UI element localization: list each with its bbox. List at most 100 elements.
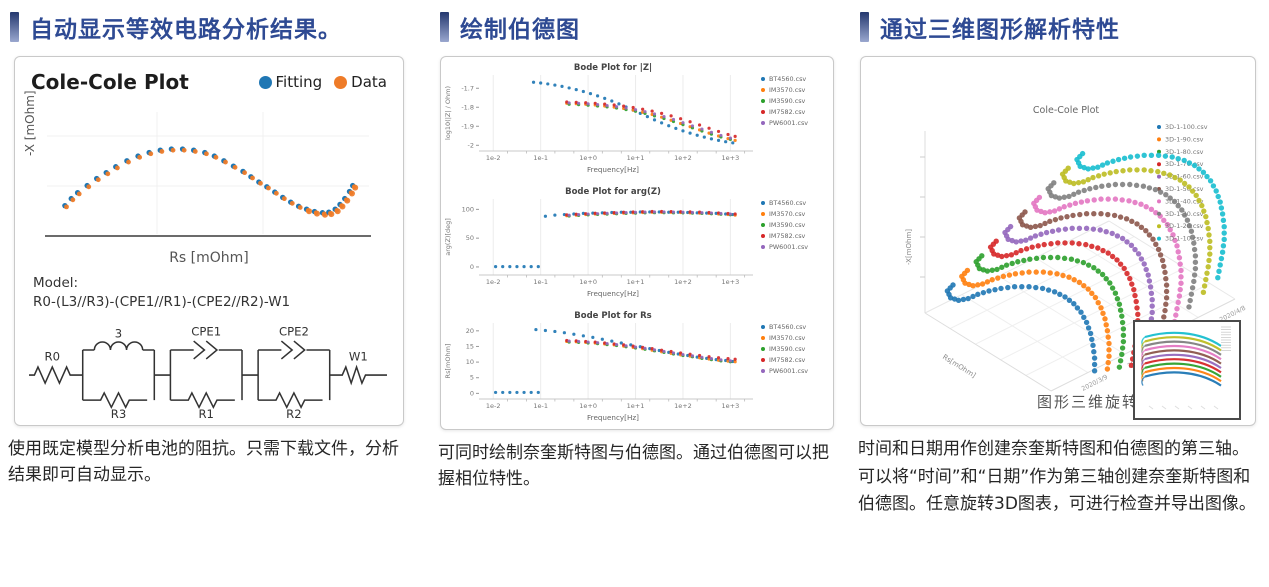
svg-text:15: 15 xyxy=(466,342,474,350)
svg-text:-1.7: -1.7 xyxy=(461,84,474,92)
svg-text:Bode Plot for Rs: Bode Plot for Rs xyxy=(574,311,651,321)
cole-cole-ylabel: -X [mOhm] xyxy=(23,90,37,156)
svg-text:Frequency[Hz]: Frequency[Hz] xyxy=(587,165,639,174)
svg-text:1e+2: 1e+2 xyxy=(674,154,692,162)
model-block: Model: R0-(L3//R3)-(CPE1//R1)-(CPE2//R2)… xyxy=(15,266,403,312)
section-heading-row: 绘制伯德图 xyxy=(440,10,840,44)
inductor-l3 xyxy=(93,341,144,350)
parallel-block-1 xyxy=(81,349,156,409)
svg-text:3D-1-70.csv: 3D-1-70.csv xyxy=(1165,160,1204,168)
label-r0: R0 xyxy=(45,350,60,364)
svg-text:Frequency[Hz]: Frequency[Hz] xyxy=(587,413,639,422)
svg-text:log10(|Z| / Ohm): log10(|Z| / Ohm) xyxy=(444,86,452,140)
svg-text:1e+1: 1e+1 xyxy=(627,402,645,410)
svg-text:1e+1: 1e+1 xyxy=(627,154,645,162)
svg-text:IM7582.csv: IM7582.csv xyxy=(769,232,806,240)
section-caption: 使用既定模型分析电池的阻抗。只需下载文件，分析结果即可自动显示。 xyxy=(6,436,410,489)
svg-text:10: 10 xyxy=(466,358,474,366)
label-r3: R3 xyxy=(111,407,126,421)
svg-text:IM3590.csv: IM3590.csv xyxy=(769,97,806,105)
svg-text:Frequency[Hz]: Frequency[Hz] xyxy=(587,289,639,298)
resistor-r0 xyxy=(29,364,83,385)
heading-accent-bar xyxy=(10,12,19,42)
svg-text:1e+2: 1e+2 xyxy=(674,278,692,286)
svg-text:BT4560.csv: BT4560.csv xyxy=(769,75,806,83)
svg-text:1e+3: 1e+3 xyxy=(722,402,740,410)
svg-text:1e+3: 1e+3 xyxy=(722,154,740,162)
label-r1: R1 xyxy=(198,407,213,421)
rotated-view-inset[interactable] xyxy=(1133,320,1241,420)
svg-text:Rs[mOhm]: Rs[mOhm] xyxy=(941,353,977,380)
svg-text:1e-2: 1e-2 xyxy=(486,154,501,162)
svg-text:0: 0 xyxy=(470,263,474,271)
section-equivalent-circuit: 自动显示等效电路分析结果。 Cole-Cole Plot Fitting Dat… xyxy=(6,0,410,491)
svg-text:-X[mOhm]: -X[mOhm] xyxy=(905,229,913,265)
svg-text:3D-1-20.csv: 3D-1-20.csv xyxy=(1165,222,1204,230)
label-cpe1: CPE1 xyxy=(191,324,221,338)
svg-text:1e-1: 1e-1 xyxy=(533,402,548,410)
svg-text:Rs[mOhm]: Rs[mOhm] xyxy=(444,344,452,379)
svg-text:IM3590.csv: IM3590.csv xyxy=(769,345,806,353)
caption-paragraph: 可以将“时间”和“日期”作为第三轴创建奈奎斯特图和伯德图。任意旋转3D图表，可进… xyxy=(858,467,1256,514)
cole-cole-plot xyxy=(45,112,371,237)
section-heading: 绘制伯德图 xyxy=(460,17,580,43)
svg-text:-1.9: -1.9 xyxy=(461,122,474,130)
section-caption: 时间和日期用作创建奈奎斯特图和伯德图的第三轴。 可以将“时间”和“日期”作为第三… xyxy=(856,436,1264,517)
cole-cole-title: Cole-Cole Plot xyxy=(31,70,189,94)
cole-3d-card: Cole-Cole Plot -X[mOhm] Rs[mOhm] 2020/3/9 20… xyxy=(860,56,1256,426)
svg-text:-2: -2 xyxy=(468,141,474,149)
svg-text:IM3570.csv: IM3570.csv xyxy=(769,334,806,342)
svg-text:1e+0: 1e+0 xyxy=(579,278,597,286)
cole-cole-legend: Fitting Data xyxy=(251,73,387,91)
svg-text:1e+0: 1e+0 xyxy=(579,402,597,410)
svg-text:IM7582.csv: IM7582.csv xyxy=(769,108,806,116)
legend-label-data: Data xyxy=(351,73,387,91)
svg-text:0: 0 xyxy=(470,389,474,397)
svg-text:1e+0: 1e+0 xyxy=(579,154,597,162)
section-heading-row: 通过三维图形解析特性 xyxy=(860,10,1264,44)
svg-text:1e-2: 1e-2 xyxy=(486,278,501,286)
svg-text:IM3590.csv: IM3590.csv xyxy=(769,221,806,229)
cole-cole-xlabel: Rs [mOhm] xyxy=(169,250,249,266)
section-heading: 通过三维图形解析特性 xyxy=(880,17,1120,43)
legend-label-fitting: Fitting xyxy=(275,73,323,91)
svg-text:1e-1: 1e-1 xyxy=(533,278,548,286)
svg-text:Cole-Cole Plot: Cole-Cole Plot xyxy=(1033,105,1099,116)
svg-text:3D-1-50.csv: 3D-1-50.csv xyxy=(1165,185,1204,193)
cole-cole-header: Cole-Cole Plot Fitting Data xyxy=(15,57,403,94)
svg-text:5: 5 xyxy=(470,374,474,382)
section-heading: 自动显示等效电路分析结果。 xyxy=(30,17,342,43)
svg-text:Bode Plot for |Z|: Bode Plot for |Z| xyxy=(574,63,652,73)
svg-text:PW6001.csv: PW6001.csv xyxy=(769,367,808,375)
legend-dot-data xyxy=(334,75,348,89)
svg-text:arg(Z)[deg]: arg(Z)[deg] xyxy=(444,218,452,256)
cole-cole-card: Cole-Cole Plot Fitting Data -X [mOhm] Rs… xyxy=(14,56,404,426)
label-l3: 3 xyxy=(115,326,122,340)
cpe2-symbol xyxy=(280,340,306,360)
svg-text:1e-1: 1e-1 xyxy=(533,154,548,162)
svg-text:BT4560.csv: BT4560.csv xyxy=(769,199,806,207)
svg-text:1e+1: 1e+1 xyxy=(627,278,645,286)
svg-text:3D-1-30.csv: 3D-1-30.csv xyxy=(1165,210,1204,218)
cpe1-symbol xyxy=(193,340,219,360)
warburg-w1 xyxy=(329,364,387,386)
bode-plot-magnitude: Bode Plot for |Z| -1.7 -1.8 -1.9 -2 log10(|Z|… xyxy=(444,63,808,174)
svg-text:Bode Plot for arg(Z): Bode Plot for arg(Z) xyxy=(565,187,661,197)
rotate-3d-text: 图形三维旋转 xyxy=(1037,393,1140,411)
bode-plot-rs: Bode Plot for Rs 20 15 10 5 0 Rs[mOhm] 1e-2 1e-1… xyxy=(444,311,808,422)
svg-text:IM3570.csv: IM3570.csv xyxy=(769,86,806,94)
heading-accent-bar xyxy=(440,12,449,42)
svg-text:1e-2: 1e-2 xyxy=(486,402,501,410)
model-formula: R0-(L3//R3)-(CPE1//R1)-(CPE2//R2)-W1 xyxy=(33,293,291,310)
section-3d: 通过三维图形解析特性 Cole-Cole Plot -X[mOhm] Rs[mOhm… xyxy=(856,0,1264,519)
svg-text:100: 100 xyxy=(462,205,474,213)
rotated-view-thumbnail xyxy=(1141,326,1231,410)
bode-card: Bode Plot for |Z| -1.7 -1.8 -1.9 -2 log10(|Z|… xyxy=(440,56,834,430)
label-r2: R2 xyxy=(286,407,301,421)
heading-accent-bar xyxy=(860,12,869,42)
svg-text:1e+2: 1e+2 xyxy=(674,402,692,410)
section-bode: 绘制伯德图 Bode Plot for |Z| -1.7 -1.8 -1.9 -2 log… xyxy=(436,0,840,495)
label-w1: W1 xyxy=(349,350,368,364)
svg-text:3D-1-10.csv: 3D-1-10.csv xyxy=(1165,235,1204,243)
